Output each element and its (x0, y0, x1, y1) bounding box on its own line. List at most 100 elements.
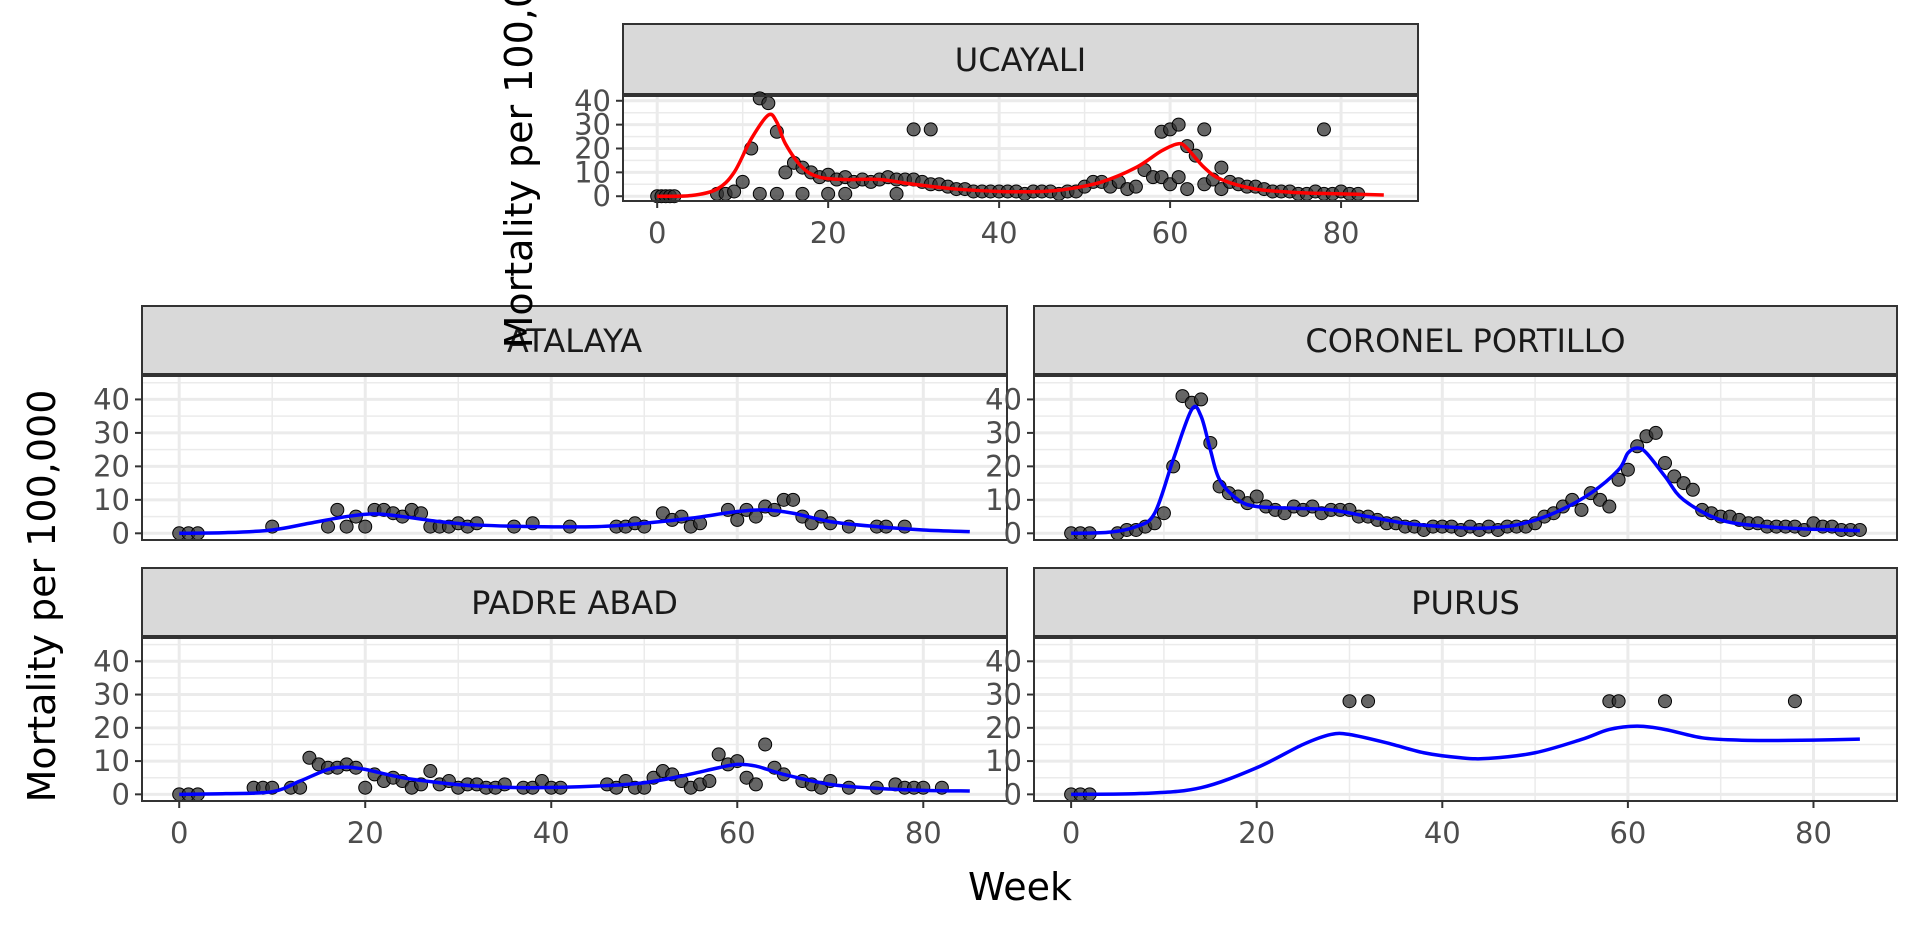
y-tick-label: 40 (985, 644, 1022, 678)
facet-title: UCAYALI (955, 41, 1086, 79)
data-point (1574, 502, 1589, 517)
data-point (702, 774, 717, 789)
y-tick-label: 10 (574, 155, 611, 189)
data-point (330, 502, 345, 517)
plot-background (1034, 638, 1897, 801)
data-point (778, 165, 793, 180)
y-tick-label: 20 (985, 711, 1022, 745)
data-point (1611, 472, 1626, 487)
x-tick-label: 0 (170, 816, 188, 850)
smooth-line (179, 762, 970, 797)
y-tick-label: 0 (112, 516, 130, 550)
y-tick-label: 10 (985, 744, 1022, 778)
data-point (423, 764, 438, 779)
x-tick-label: 80 (1795, 816, 1832, 850)
x-tick-label: 60 (719, 816, 756, 850)
y-tick-label: 30 (985, 416, 1022, 450)
data-point (1658, 456, 1673, 471)
data-point (1361, 694, 1376, 709)
y-tick-label: 20 (93, 711, 130, 745)
data-point (1128, 179, 1143, 194)
y-tick-label: 30 (985, 678, 1022, 712)
data-point (906, 122, 921, 137)
data-point (889, 186, 904, 201)
data-point (730, 512, 745, 527)
data-point (758, 737, 773, 752)
data-point (1648, 425, 1663, 440)
data-point (1316, 122, 1331, 137)
data-point (1171, 170, 1186, 185)
panel-border (141, 637, 1008, 802)
data-point (748, 509, 763, 524)
y-tick-label: 0 (1004, 516, 1022, 550)
x-tick-label: 0 (648, 216, 666, 250)
y-tick-label: 20 (93, 449, 130, 483)
data-point (1620, 462, 1635, 477)
y-tick-label: 30 (574, 108, 611, 142)
facet-strip (141, 567, 1008, 637)
y-tick-label: 10 (985, 483, 1022, 517)
smooth-line (179, 508, 970, 536)
data-point (1180, 182, 1195, 197)
data-point (1249, 489, 1264, 504)
facet-strip (622, 23, 1419, 95)
x-axis-title: Week (968, 865, 1072, 909)
data-point (358, 780, 373, 795)
y-tick-label: 20 (985, 449, 1022, 483)
data-point (358, 519, 373, 534)
panel-border (141, 375, 1008, 541)
x-tick-label: 0 (1062, 816, 1080, 850)
data-point (1214, 160, 1229, 175)
facet-strip (1033, 567, 1898, 637)
x-tick-label: 80 (1323, 216, 1360, 250)
data-point (339, 519, 354, 534)
data-point (923, 122, 938, 137)
y-tick-label: 20 (574, 132, 611, 166)
data-point (1787, 694, 1802, 709)
data-point (727, 184, 742, 199)
data-point (786, 492, 801, 507)
y-tick-label: 40 (574, 84, 611, 118)
smooth-line (657, 112, 1384, 199)
smooth-line (1071, 404, 1860, 536)
data-point (897, 519, 912, 534)
data-point (1342, 694, 1357, 709)
data-point (795, 186, 810, 201)
x-tick-label: 40 (981, 216, 1018, 250)
facet-title: CORONEL PORTILLO (1305, 322, 1625, 360)
plot-background (1034, 376, 1897, 540)
x-tick-label: 60 (1152, 216, 1189, 250)
facet-title: PADRE ABAD (471, 584, 678, 622)
data-point (711, 747, 726, 762)
data-point (916, 780, 931, 795)
data-point (1171, 117, 1186, 132)
data-point (1611, 694, 1626, 709)
data-point (1194, 392, 1209, 407)
facet-strip (1033, 305, 1898, 375)
data-point (1197, 122, 1212, 137)
facet-title: PURUS (1411, 584, 1520, 622)
x-tick-label: 40 (1424, 816, 1461, 850)
x-tick-label: 60 (1609, 816, 1646, 850)
data-point (1602, 499, 1617, 514)
y-tick-label: 10 (93, 483, 130, 517)
y-tick-label: 30 (93, 678, 130, 712)
data-point (761, 96, 776, 111)
y-tick-label: 40 (93, 644, 130, 678)
plot-background (142, 638, 1007, 801)
y-tick-label: 40 (985, 382, 1022, 416)
data-point (735, 174, 750, 189)
y-tick-label: 0 (593, 179, 611, 213)
panel-border (1033, 375, 1898, 541)
x-tick-label: 20 (347, 816, 384, 850)
x-tick-label: 80 (905, 816, 942, 850)
y-tick-label: 0 (1004, 777, 1022, 811)
y-tick-label: 0 (112, 777, 130, 811)
smooth-line (1071, 724, 1860, 797)
